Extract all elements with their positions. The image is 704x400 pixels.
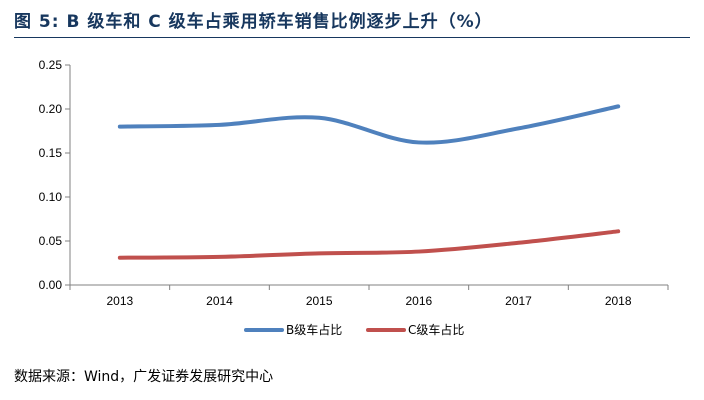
legend-label-2: C级车占比 <box>408 322 464 337</box>
data-point <box>616 104 620 108</box>
data-point <box>218 255 221 259</box>
x-tick-label: 2014 <box>206 294 233 308</box>
data-point <box>317 116 321 120</box>
series-line-1 <box>117 104 621 145</box>
data-point <box>417 140 421 144</box>
y-tick-label: 0.20 <box>39 102 63 116</box>
legend-label-1: B级车占比 <box>286 322 342 337</box>
data-point <box>517 241 520 245</box>
y-tick-label: 0.00 <box>39 278 63 292</box>
y-tick-label: 0.10 <box>39 190 63 204</box>
series-line-2 <box>117 229 621 260</box>
chart-axes: 0.00 0.05 0.10 0.15 0.20 0.25 2013 2014 2015 2016… <box>39 58 669 308</box>
data-point <box>417 250 421 254</box>
y-tick-label: 0.25 <box>39 58 63 72</box>
data-point <box>616 229 620 233</box>
data-point <box>517 126 520 130</box>
x-tick-label: 2013 <box>106 294 133 308</box>
data-point <box>118 256 122 260</box>
x-tick-label: 2016 <box>405 294 432 308</box>
data-point <box>317 251 321 255</box>
x-tick-label: 2015 <box>306 294 333 308</box>
source-note: 数据来源：Wind，广发证券发展研究中心 <box>14 369 274 385</box>
data-point <box>218 123 221 127</box>
data-point <box>118 125 122 129</box>
x-tick-label: 2017 <box>505 294 532 308</box>
chart-legend: B级车占比 C级车占比 <box>244 322 464 337</box>
title-rule <box>14 37 690 38</box>
chart-series <box>117 104 621 260</box>
figure-title: 图 5: B 级车和 C 级车占乘用轿车销售比例逐步上升（%） <box>14 12 493 32</box>
x-tick-label: 2018 <box>605 294 632 308</box>
y-tick-label: 0.05 <box>39 234 63 248</box>
y-tick-label: 0.15 <box>39 146 63 160</box>
